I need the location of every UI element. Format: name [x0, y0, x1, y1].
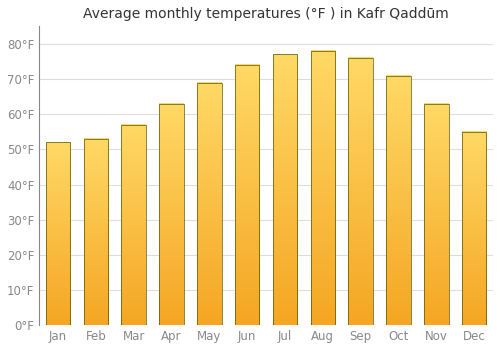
- Bar: [386, 76, 411, 325]
- Bar: [84, 139, 108, 325]
- Bar: [310, 51, 335, 325]
- Bar: [272, 54, 297, 325]
- Bar: [424, 104, 448, 325]
- Bar: [160, 104, 184, 325]
- Title: Average monthly temperatures (°F ) in Kafr Qaddūm: Average monthly temperatures (°F ) in Ka…: [83, 7, 449, 21]
- Bar: [122, 125, 146, 325]
- Bar: [235, 65, 260, 325]
- Bar: [46, 142, 70, 325]
- Bar: [462, 132, 486, 325]
- Bar: [197, 83, 222, 325]
- Bar: [348, 58, 373, 325]
